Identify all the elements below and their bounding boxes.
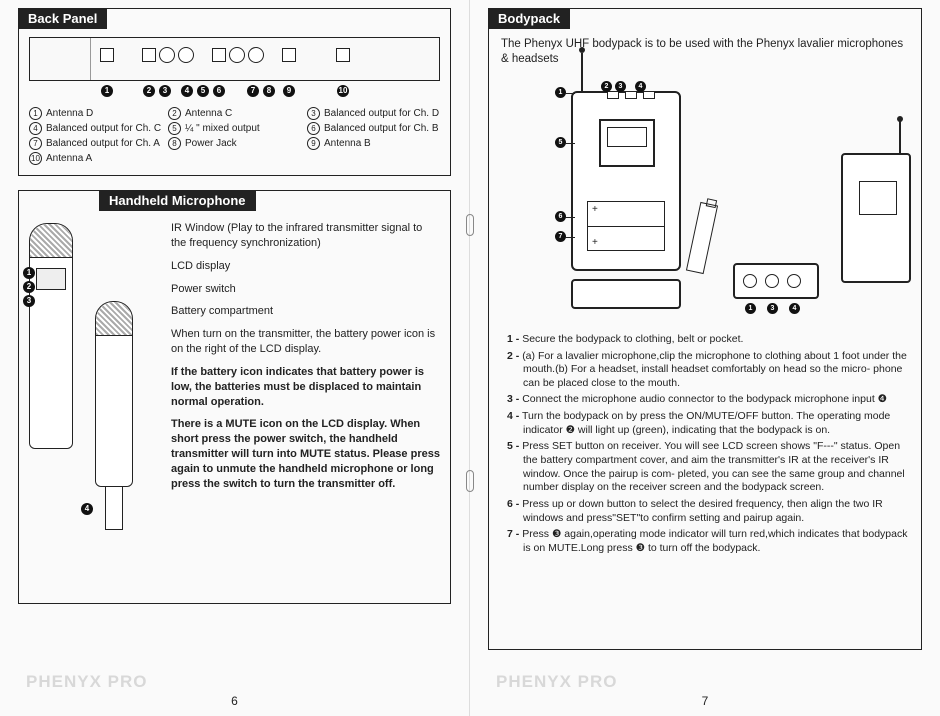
hh-marker-2: 2 <box>23 281 35 293</box>
bp-marker-5: 5 <box>197 85 209 97</box>
bp-marker-10: 10 <box>337 85 349 97</box>
page-7: Bodypack The Phenyx UHF bodypack is to b… <box>470 0 940 716</box>
bp-marker-6: 6 <box>213 85 225 97</box>
bp-marker-4: 4 <box>181 85 193 97</box>
back-panel-number-row: 1 2 3 4 5 6 7 8 9 10 <box>29 85 440 101</box>
back-panel-diagram <box>29 37 440 81</box>
step-item: 2 - (a) For a lavalier microphone,clip t… <box>501 350 909 391</box>
bodypack-bottom <box>571 279 681 309</box>
bp-callout-2: 2 <box>601 81 612 92</box>
step-item: 7 - Press ❸ again,operating mode indicat… <box>501 528 909 555</box>
handheld-text: IR Window (Play to the infrared transmit… <box>171 221 440 500</box>
bp-top-callout-4: 4 <box>789 303 800 314</box>
hh-paragraph-1: When turn on the transmitter, the batter… <box>171 327 440 357</box>
back-panel-legend: 1Antenna D 2Antenna C 3Balanced output f… <box>29 107 440 165</box>
bodypack-title: Bodypack <box>488 8 570 29</box>
legend-item: 1Antenna D <box>29 107 162 120</box>
handheld-figures: 1 2 3 4 <box>29 221 159 500</box>
step-item: 3 - Connect the microphone audio connect… <box>501 393 909 407</box>
step-item: 4 - Turn the bodypack on by press the ON… <box>501 410 909 437</box>
brand-watermark: PHENYX PRO <box>26 672 147 692</box>
legend-item: 9Antenna B <box>307 137 440 150</box>
page-6: Back Panel 1 2 3 4 5 6 <box>0 0 470 716</box>
bodypack-figure: 1 2 3 4 5 6 7 1 3 4 <box>501 73 909 333</box>
bp-marker-1: 1 <box>101 85 113 97</box>
bp-marker-8: 8 <box>263 85 275 97</box>
power-switch-text: Power switch <box>171 282 440 297</box>
legend-item: 6Balanced output for Ch. B <box>307 122 440 135</box>
step-item: 5 - Press SET button on receiver. You wi… <box>501 440 909 495</box>
legend-item: 8Power Jack <box>168 137 301 150</box>
legend-item: 4Balanced output for Ch. C <box>29 122 162 135</box>
handheld-section: Handheld Microphone 1 2 3 4 <box>18 190 451 604</box>
bodypack-steps: 1 - Secure the bodypack to clothing, bel… <box>501 333 909 556</box>
ir-window-text: IR Window (Play to the infrared transmit… <box>171 221 440 251</box>
legend-item: 7Balanced output for Ch. A <box>29 137 162 150</box>
bodypack-section: Bodypack The Phenyx UHF bodypack is to b… <box>488 8 922 650</box>
hh-paragraph-3: There is a MUTE icon on the LCD display.… <box>171 417 440 491</box>
step-item: 6 - Press up or down button to select th… <box>501 498 909 525</box>
bp-marker-3: 3 <box>159 85 171 97</box>
bodypack-main <box>571 91 681 271</box>
hh-marker-1: 1 <box>23 267 35 279</box>
handheld-title: Handheld Microphone <box>99 190 256 211</box>
bp-marker-2: 2 <box>143 85 155 97</box>
step-item: 1 - Secure the bodypack to clothing, bel… <box>501 333 909 347</box>
binding-mark <box>466 214 474 236</box>
bodypack-closed <box>841 153 911 283</box>
legend-item: 3Balanced output for Ch. D <box>307 107 440 120</box>
bp-callout-3: 3 <box>615 81 626 92</box>
battery-compartment-text: Battery compartment <box>171 304 440 319</box>
bp-callout-4: 4 <box>635 81 646 92</box>
legend-item: 2Antenna C <box>168 107 301 120</box>
legend-item: 5¼ " mixed output <box>168 122 301 135</box>
page-number: 6 <box>231 694 238 708</box>
battery-icon <box>686 202 718 274</box>
bodypack-intro: The Phenyx UHF bodypack is to be used wi… <box>501 37 909 67</box>
back-panel-section: Back Panel 1 2 3 4 5 6 <box>18 8 451 176</box>
hh-marker-3: 3 <box>23 295 35 307</box>
bodypack-top-view <box>733 263 819 299</box>
hh-paragraph-2: If the battery icon indicates that batte… <box>171 365 440 410</box>
binding-mark <box>466 470 474 492</box>
bp-marker-9: 9 <box>283 85 295 97</box>
bp-top-callout-1: 1 <box>745 303 756 314</box>
hh-marker-4: 4 <box>81 503 93 515</box>
page-number: 7 <box>702 694 709 708</box>
back-panel-title: Back Panel <box>18 8 107 29</box>
bp-top-callout-3: 3 <box>767 303 778 314</box>
lcd-text: LCD display <box>171 259 440 274</box>
brand-watermark: PHENYX PRO <box>496 672 617 692</box>
bp-marker-7: 7 <box>247 85 259 97</box>
legend-item: 10Antenna A <box>29 152 162 165</box>
